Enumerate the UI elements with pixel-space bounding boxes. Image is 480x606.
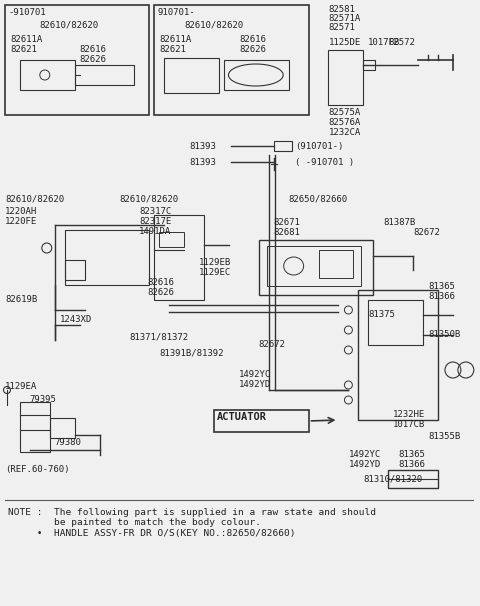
Bar — [65, 260, 84, 280]
Text: 1129EA: 1129EA — [5, 382, 37, 391]
Bar — [368, 300, 423, 345]
Text: 1129EC: 1129EC — [199, 268, 231, 277]
Text: 1220FE: 1220FE — [5, 217, 37, 226]
Text: 82610/82620: 82610/82620 — [120, 195, 179, 204]
Text: 1492YD: 1492YD — [348, 460, 381, 469]
Bar — [359, 290, 438, 420]
Text: 82619B: 82619B — [5, 295, 37, 304]
Text: (910701-): (910701-) — [295, 142, 343, 151]
Text: (REF.60-760): (REF.60-760) — [5, 465, 70, 474]
Text: 82650/82660: 82650/82660 — [288, 195, 348, 204]
Text: 81393: 81393 — [189, 142, 216, 151]
Bar — [20, 60, 75, 90]
Text: 82572: 82572 — [388, 38, 415, 47]
Text: 81393: 81393 — [189, 158, 216, 167]
Text: 82621: 82621 — [10, 45, 37, 54]
Text: 82317C: 82317C — [139, 207, 172, 216]
Bar — [388, 470, 438, 488]
Text: 81365: 81365 — [428, 282, 455, 291]
Bar — [154, 5, 309, 115]
Text: 81366: 81366 — [428, 292, 455, 301]
Text: 82576A: 82576A — [328, 118, 361, 127]
Text: 1017CB: 1017CB — [393, 420, 425, 429]
Bar — [259, 240, 373, 295]
Bar — [5, 5, 149, 115]
Text: 82616: 82616 — [239, 35, 266, 44]
Bar — [328, 50, 363, 105]
Text: ( -910701 ): ( -910701 ) — [295, 158, 354, 167]
Text: 1492YC: 1492YC — [239, 370, 271, 379]
Text: 82621: 82621 — [159, 45, 186, 54]
Text: -910701: -910701 — [8, 8, 46, 17]
Text: 81371/81372: 81371/81372 — [130, 333, 189, 342]
Bar — [50, 418, 75, 438]
Text: 82671: 82671 — [274, 218, 300, 227]
Text: 1017FB: 1017FB — [368, 38, 400, 47]
Text: NOTE :  The following part is supplied in a raw state and should
        be pain: NOTE : The following part is supplied in… — [8, 508, 376, 538]
Bar — [75, 65, 134, 85]
Text: 82581: 82581 — [328, 5, 355, 14]
Bar — [20, 402, 50, 452]
Bar — [65, 230, 149, 285]
Bar — [164, 58, 219, 93]
Text: 81355B: 81355B — [428, 432, 460, 441]
Bar — [319, 250, 353, 278]
Text: 81366: 81366 — [398, 460, 425, 469]
Text: 82610/82620: 82610/82620 — [40, 20, 99, 29]
Text: 82611A: 82611A — [10, 35, 42, 44]
Text: 82616: 82616 — [147, 278, 174, 287]
Text: 1232CA: 1232CA — [328, 128, 361, 137]
Text: 81391B/81392: 81391B/81392 — [159, 348, 224, 357]
Bar — [159, 232, 184, 247]
Bar — [154, 215, 204, 300]
Text: 1125DE: 1125DE — [328, 38, 361, 47]
Text: 81350B: 81350B — [428, 330, 460, 339]
Text: 82626: 82626 — [239, 45, 266, 54]
Bar — [363, 60, 375, 70]
Text: 910701-: 910701- — [157, 8, 195, 17]
Text: 1220AH: 1220AH — [5, 207, 37, 216]
Text: 82626: 82626 — [80, 55, 107, 64]
Text: 81310/81320: 81310/81320 — [363, 475, 422, 484]
Text: 82616: 82616 — [80, 45, 107, 54]
Text: 81387B: 81387B — [383, 218, 416, 227]
Text: 1492YC: 1492YC — [348, 450, 381, 459]
Text: 82681: 82681 — [274, 228, 300, 237]
Text: 82317E: 82317E — [139, 217, 172, 226]
Text: 82672: 82672 — [259, 340, 286, 349]
Text: 82610/82620: 82610/82620 — [184, 20, 243, 29]
Text: 82626: 82626 — [147, 288, 174, 297]
Text: 79395: 79395 — [30, 395, 57, 404]
Text: 1492YD: 1492YD — [239, 380, 271, 389]
Bar — [267, 246, 361, 286]
Text: 1491DA: 1491DA — [139, 227, 172, 236]
Text: 82611A: 82611A — [159, 35, 192, 44]
Text: ACTUATOR: ACTUATOR — [217, 412, 267, 422]
Text: 79380: 79380 — [55, 438, 82, 447]
Bar — [224, 60, 288, 90]
Text: 81365: 81365 — [398, 450, 425, 459]
Text: 82672: 82672 — [413, 228, 440, 237]
Text: 82610/82620: 82610/82620 — [5, 195, 64, 204]
Text: 82575A: 82575A — [328, 108, 361, 117]
Text: 1243XD: 1243XD — [60, 315, 92, 324]
Text: 81375: 81375 — [368, 310, 395, 319]
Bar — [274, 141, 292, 151]
Text: 82571: 82571 — [328, 23, 355, 32]
Text: 82571A: 82571A — [328, 14, 361, 23]
Text: 1232HE: 1232HE — [393, 410, 425, 419]
Bar — [214, 410, 309, 432]
Text: 1129EB: 1129EB — [199, 258, 231, 267]
